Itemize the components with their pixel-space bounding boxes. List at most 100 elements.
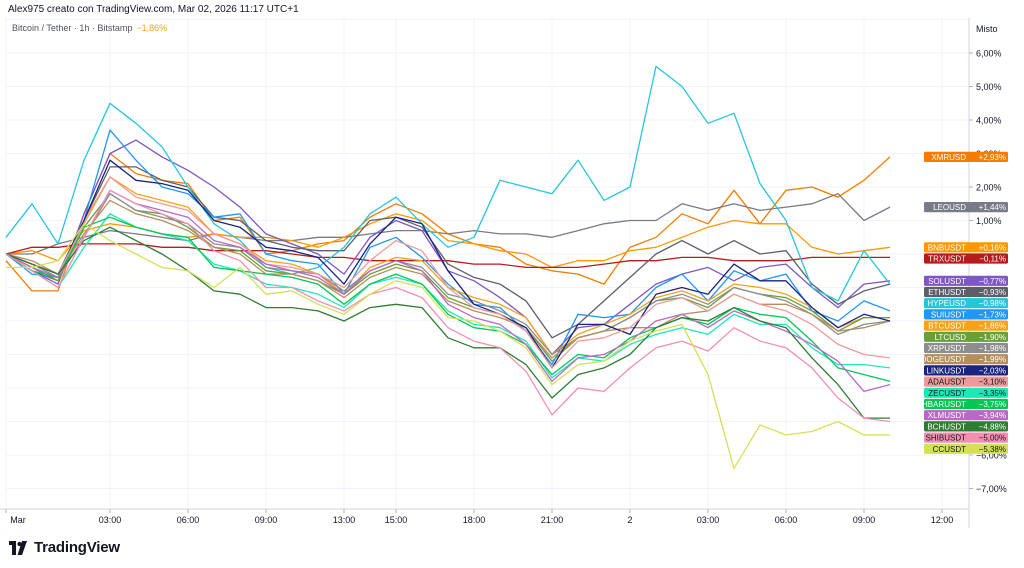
series-line-ltcusd[interactable] (5, 193, 890, 362)
series-line-leousd[interactable] (6, 193, 891, 255)
series-line-bchusdt[interactable] (5, 226, 890, 419)
time-tick-label: 09:00 (853, 515, 876, 525)
series-badge-ltcusd[interactable]: LTCUSD −1,90% (924, 331, 1008, 342)
series-badge-name: SUIUSDT (931, 310, 966, 319)
series-badge-ethusdt[interactable]: ETHUSDT −0,93% (924, 286, 1008, 298)
series-line-shibusdt[interactable] (5, 189, 891, 423)
series-badge-bg (924, 309, 1008, 320)
series-badge-name: DOGEUSDT (921, 355, 966, 364)
price-tick-label: 5,00% (976, 82, 1002, 92)
series-badge-name: BNBUSDT (928, 243, 966, 252)
time-tick-label: 09:00 (255, 515, 278, 525)
series-badge-xlmusdt[interactable]: XLMUSDT −3,94% (924, 410, 1008, 421)
series-badge-zecusdt[interactable]: ZECUSDT −3,35% (924, 387, 1008, 398)
series-line-zecusdt[interactable] (5, 213, 891, 379)
price-tick-label: 1,00% (976, 216, 1002, 226)
series-badge-leousd[interactable]: LEOUSD +1,44% (924, 202, 1008, 213)
series-badge-value: −5,00% (979, 434, 1006, 443)
time-tick-label: 06:00 (775, 515, 798, 525)
series-badge-xmrusd[interactable]: XMRUSD +2,93% (924, 151, 1008, 162)
series-badge-bg (924, 432, 1008, 443)
series-line-xlmusdt[interactable] (5, 189, 891, 393)
series-badge-bg (924, 365, 1008, 376)
series-badge-ccusdt[interactable]: CCUSDT −5,38% (924, 443, 1008, 454)
series-badge-name: ETHUSDT (928, 288, 966, 297)
series-badge-dogeusdt[interactable]: DOGEUSDT −1,99% (921, 354, 1008, 365)
series-badge-bg (924, 421, 1008, 432)
series-badge-bg (924, 398, 1008, 410)
series-line-hypeusd[interactable] (5, 65, 891, 302)
series-badge-value: −2,03% (979, 366, 1006, 375)
scale-mode-label[interactable]: Misto (976, 24, 998, 34)
main-symbol-name: Bitcoin / Tether · 1h · Bitstamp (12, 23, 133, 33)
series-badge-name: HYPEUSD (927, 299, 966, 308)
series-badge-shibusdt[interactable]: SHIBUSDT −5,00% (924, 432, 1008, 443)
series-badge-value: −5,38% (979, 445, 1006, 454)
series-badge-bg (924, 286, 1008, 298)
time-tick-label: Mar (10, 515, 26, 525)
series-badge-bg (924, 320, 1008, 331)
time-tick-label: 18:00 (463, 515, 486, 525)
series-badge-bg (924, 354, 1008, 365)
series-badge-solusdt[interactable]: SOLUSDT −0,77% (924, 275, 1008, 286)
series-badge-xrpusdt[interactable]: XRPUSDT −1,98% (924, 342, 1008, 354)
series-lines (5, 65, 891, 470)
series-badge-bg (924, 387, 1008, 398)
series-badge-trxusdt[interactable]: TRXUSDT −0,11% (924, 253, 1008, 264)
tradingview-brand[interactable]: TradingView (8, 539, 120, 556)
series-badge-bnbusdt[interactable]: BNBUSDT +0,16% (924, 242, 1008, 253)
series-badge-value: −0,77% (979, 277, 1006, 286)
tradingview-logo-icon (9, 540, 27, 555)
series-line-trxusdt[interactable] (5, 243, 890, 269)
series-badge-value: −1,98% (979, 344, 1006, 353)
series-badge-suiusdt[interactable]: SUIUSDT −1,73% (924, 309, 1008, 320)
price-tick-label: 2,00% (976, 183, 1002, 193)
series-badge-bg (924, 275, 1008, 286)
series-badge-name: BCHUSDT (927, 422, 966, 431)
series-badge-btcusdt[interactable]: BTCUSDT −1,86% (924, 320, 1008, 331)
series-badge-value: −1,86% (979, 322, 1006, 331)
series-line-ccusdt[interactable] (6, 223, 890, 470)
series-badge-hypeusd[interactable]: HYPEUSD −0,98% (924, 298, 1008, 309)
series-badge-value: −3,75% (979, 400, 1006, 409)
series-badge-bg (924, 151, 1008, 162)
series-line-ethusdt[interactable] (5, 166, 891, 339)
series-badge-bchusdt[interactable]: BCHUSDT −4,88% (924, 421, 1008, 432)
series-line-hbarusdt[interactable] (5, 216, 891, 382)
series-badge-hbarusdt[interactable]: HBARUSDT −3,75% (922, 398, 1008, 410)
series-line-linkusdt[interactable] (5, 159, 891, 369)
series-badge-name: ZECUSDT (928, 389, 966, 398)
series-badge-value: −3,35% (979, 389, 1006, 398)
series-badge-name: LTCUSD (935, 333, 967, 342)
series-badge-name: HBARUSDT (922, 400, 966, 409)
series-badge-value: −0,93% (979, 288, 1006, 297)
series-badge-value: −4,88% (979, 422, 1006, 431)
series-line-suiusdt[interactable] (5, 129, 891, 366)
series-badge-name: TRXUSDT (928, 255, 966, 264)
series-badge-value: −3,94% (979, 411, 1006, 420)
series-badge-name: XRPUSDT (928, 344, 966, 353)
series-badge-name: LEOUSD (933, 203, 966, 212)
series-line-xrpusdt[interactable] (5, 193, 891, 356)
series-badge-bg (924, 242, 1008, 253)
time-axis[interactable]: Mar 03:00 06:00 09:00 13:00 15:00 18:00 21:00 2 0… (5, 509, 954, 525)
series-line-bnbusdt[interactable] (5, 213, 891, 269)
series-badge-name: XLMUSDT (928, 411, 966, 420)
series-badge-linkusdt[interactable]: LINKUSDT −2,03% (924, 365, 1008, 376)
price-tick-label: 4,00% (976, 116, 1002, 126)
price-tick-label: −6,00% (976, 451, 1007, 461)
series-badge-adausdt[interactable]: ADAUSDT −3,10% (924, 376, 1008, 387)
series-badge-name: BTCUSDT (928, 322, 966, 331)
series-badge-name: SOLUSDT (928, 277, 966, 286)
series-badge-bg (924, 298, 1008, 309)
main-symbol-legend[interactable]: Bitcoin / Tether · 1h · Bitstamp −1,86% (12, 23, 167, 33)
series-badge-value: +0,16% (979, 243, 1006, 252)
chart-author-line: Alex975 creato con TradingView.com, Mar … (8, 4, 299, 15)
series-badge-value: +1,44% (979, 203, 1006, 212)
main-symbol-change: −1,86% (136, 23, 168, 33)
series-badge-bg (924, 253, 1008, 264)
series-line-adausdt[interactable] (5, 176, 891, 369)
time-tick-label: 12:00 (931, 515, 954, 525)
series-badge-bg (924, 410, 1008, 421)
